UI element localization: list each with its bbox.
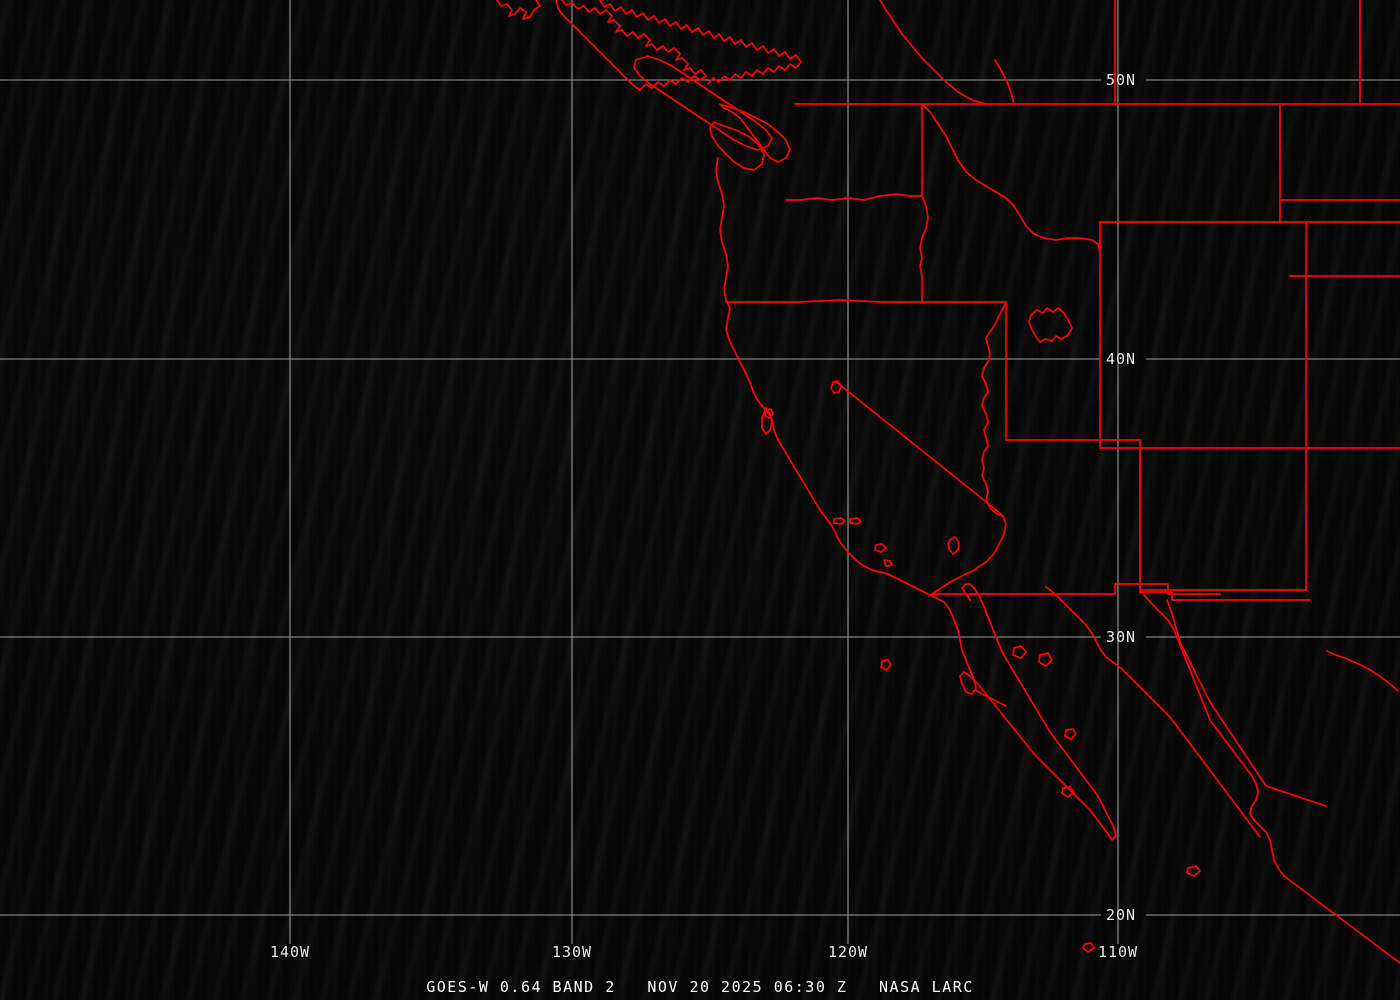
coastline-puget-sound xyxy=(719,103,791,163)
grid-label-lon-140w: 140W xyxy=(270,943,310,961)
grid-label-lat-40n: 40N xyxy=(1106,350,1136,368)
coastline-group xyxy=(496,0,1400,964)
border-canada-coast-north xyxy=(879,0,987,105)
border-nevada-arizona-colorado-river xyxy=(981,301,1007,517)
coastline-vancouver-island xyxy=(633,55,773,151)
border-mexico-state-east xyxy=(1265,785,1327,807)
coastline-olympic-peninsula xyxy=(709,121,765,171)
coastline-baja-island-4 xyxy=(1061,786,1075,798)
border-california-nevada-diagonal xyxy=(834,380,1004,517)
coastline-pyramid-lake xyxy=(764,408,774,419)
coastline-lake-tahoe xyxy=(830,380,842,394)
grid-label-lat-20n: 20N xyxy=(1106,906,1136,924)
coastline-mexico-mainland-gulf xyxy=(1045,586,1261,838)
border-california-arizona xyxy=(931,515,1007,595)
border-washington-oregon xyxy=(785,193,923,201)
border-baja-norte-sur xyxy=(974,689,1007,707)
border-newmexico-texas-bootheel xyxy=(1139,591,1311,601)
coastline-gulf-mexico-ne xyxy=(1326,650,1399,692)
grid-label-lat-30n: 30N xyxy=(1106,628,1136,646)
border-arizona-mexico xyxy=(1114,583,1221,595)
coastline-channel-island-3 xyxy=(874,543,887,553)
grid-label-lon-110w: 110W xyxy=(1098,943,1138,961)
border-oregon-california-nevada xyxy=(725,299,1007,303)
coastline-baja-west xyxy=(943,601,1117,841)
border-canada-interior xyxy=(994,59,1015,105)
coastline-baja-island-1 xyxy=(1012,645,1027,659)
coastline-great-salt-lake xyxy=(1028,307,1073,343)
graticule-group: 50N 40N 30N 20N 140W 130W 120W 110W xyxy=(0,0,1400,961)
coastline-san-francisco-bay xyxy=(761,407,773,435)
coastline-haida-gwaii xyxy=(555,0,707,91)
coastline-salton-sea xyxy=(947,536,960,555)
grid-label-lon-120w: 120W xyxy=(828,943,868,961)
image-footer-caption: GOES-W 0.64 BAND 2 NOV 20 2025 06:30 Z N… xyxy=(426,978,974,996)
coastline-bc-inlets xyxy=(599,0,802,85)
coastline-small-island-sw xyxy=(1082,942,1095,953)
coastline-bc-mainland xyxy=(496,0,541,20)
border-oregon-idaho xyxy=(919,195,929,303)
coastline-channel-island-2 xyxy=(849,517,862,525)
coastline-us-west xyxy=(715,157,945,603)
border-idaho-montana xyxy=(921,103,1101,253)
grid-label-lon-130w: 130W xyxy=(552,943,592,961)
grid-label-lat-50n: 50N xyxy=(1106,71,1136,89)
coastline-channel-island-4 xyxy=(883,559,893,567)
coastline-baja-island-2 xyxy=(1038,652,1053,667)
coastline-mexico-west-coast xyxy=(1143,594,1400,964)
coastline-channel-island-1 xyxy=(833,517,846,525)
coastline-marias-island xyxy=(1186,865,1201,877)
coastline-baja-east-gulf xyxy=(961,583,1103,805)
border-mexico-sinaloa-durango xyxy=(1209,701,1267,787)
border-mexico-sonora-chihuahua xyxy=(1166,599,1211,703)
coastline-guadalupe-island xyxy=(880,659,892,671)
coastline-baja-island-3 xyxy=(1064,728,1077,740)
political-border-group xyxy=(725,0,1400,807)
